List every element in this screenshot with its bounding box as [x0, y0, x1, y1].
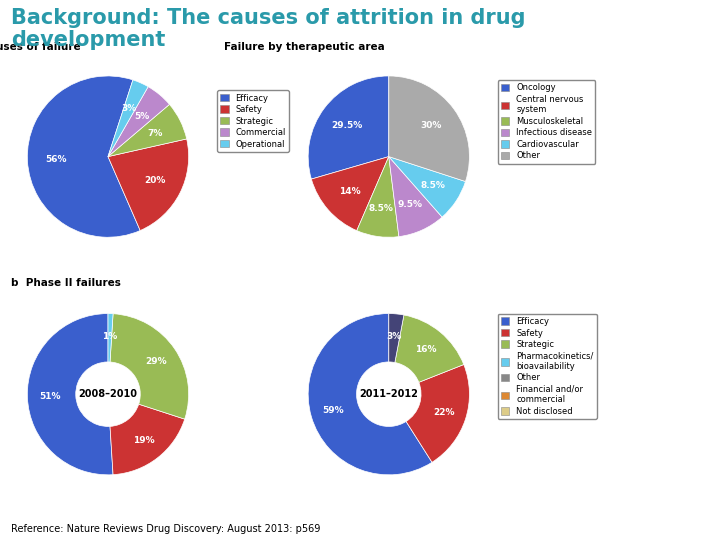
- Text: 7%: 7%: [147, 129, 163, 138]
- Text: 22%: 22%: [433, 408, 455, 417]
- Text: 16%: 16%: [415, 345, 436, 354]
- Wedge shape: [406, 364, 469, 462]
- Text: 5%: 5%: [134, 112, 149, 121]
- Wedge shape: [108, 87, 169, 157]
- Text: 29%: 29%: [145, 357, 167, 366]
- Wedge shape: [389, 157, 466, 217]
- Wedge shape: [389, 76, 469, 181]
- Wedge shape: [357, 157, 399, 237]
- Text: development: development: [11, 30, 165, 50]
- Title: Failure by therapeutic area: Failure by therapeutic area: [224, 42, 384, 52]
- Text: 3%: 3%: [387, 332, 402, 341]
- Text: 20%: 20%: [144, 176, 166, 185]
- Text: 51%: 51%: [39, 392, 60, 401]
- Legend: Efficacy, Safety, Strategic, Pharmacokinetics/
bioavailability, Other, Financial: Efficacy, Safety, Strategic, Pharmacokin…: [498, 314, 597, 419]
- Wedge shape: [110, 314, 189, 419]
- Text: 59%: 59%: [323, 406, 344, 415]
- Text: 9.5%: 9.5%: [398, 200, 423, 209]
- Wedge shape: [389, 314, 404, 362]
- Title: a  Causes of failure: a Causes of failure: [0, 42, 80, 52]
- Legend: Oncology, Central nervous
system, Musculoskeletal, Infectious disease, Cardiovas: Oncology, Central nervous system, Muscul…: [498, 80, 595, 164]
- Wedge shape: [108, 80, 148, 157]
- Wedge shape: [108, 314, 113, 362]
- Wedge shape: [27, 76, 140, 237]
- Text: 14%: 14%: [338, 187, 360, 196]
- Wedge shape: [308, 314, 432, 475]
- Text: TOPRA: TOPRA: [625, 59, 667, 69]
- Wedge shape: [308, 76, 389, 179]
- Text: 56%: 56%: [45, 154, 66, 164]
- Text: 2008–2010: 2008–2010: [78, 389, 138, 399]
- Text: 8.5%: 8.5%: [369, 204, 394, 213]
- Text: 8.5%: 8.5%: [420, 181, 445, 190]
- Text: 1%: 1%: [102, 332, 117, 341]
- Wedge shape: [108, 139, 189, 231]
- Wedge shape: [395, 315, 464, 382]
- Wedge shape: [311, 157, 389, 231]
- Wedge shape: [27, 314, 113, 475]
- Text: 30%: 30%: [420, 122, 442, 130]
- Text: Background: The causes of attrition in drug: Background: The causes of attrition in d…: [11, 8, 526, 28]
- Wedge shape: [108, 104, 186, 157]
- Text: b  Phase II failures: b Phase II failures: [11, 278, 121, 288]
- Text: 3%: 3%: [122, 104, 137, 113]
- Text: 19%: 19%: [132, 436, 154, 444]
- Wedge shape: [110, 404, 185, 475]
- Text: 29.5%: 29.5%: [331, 120, 362, 130]
- Text: Reference: Nature Reviews Drug Discovery: August 2013: p569: Reference: Nature Reviews Drug Discovery…: [11, 523, 320, 534]
- Legend: Efficacy, Safety, Strategic, Commercial, Operational: Efficacy, Safety, Strategic, Commercial,…: [217, 90, 289, 152]
- Text: 2011–2012: 2011–2012: [359, 389, 418, 399]
- Wedge shape: [389, 157, 442, 237]
